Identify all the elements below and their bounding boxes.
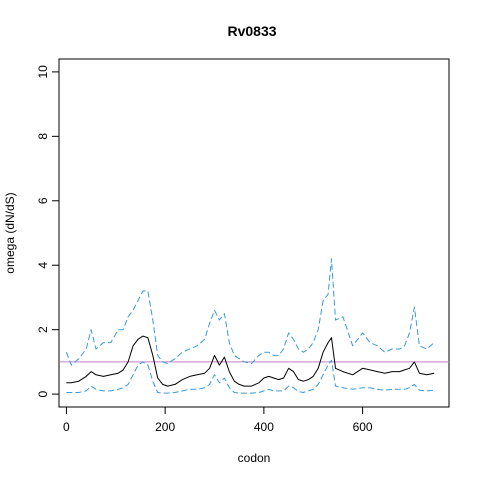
y-tick-label: 4 [36,262,50,269]
y-axis: 0 2 4 6 8 10 [36,65,60,397]
y-tick-label: 8 [36,133,50,140]
x-axis: 0 200 400 600 [63,406,373,434]
series-line-mean [66,335,435,387]
series-layer [59,258,449,394]
x-tick-label: 200 [155,420,175,434]
y-tick-label: 10 [36,65,50,79]
x-tick-label: 600 [353,420,373,434]
y-tick-label: 0 [36,390,50,397]
x-tick-label: 0 [63,420,70,434]
y-axis-label: omega (dN/dS) [3,192,17,273]
chart-title: Rv0833 [227,23,276,39]
x-axis-label: codon [238,451,271,465]
x-tick-label: 400 [254,420,274,434]
y-tick-label: 6 [36,197,50,204]
y-tick-label: 2 [36,326,50,333]
series-line-lower-ci [66,359,435,394]
plot-frame [58,58,450,408]
series-line-upper-ci [65,258,435,366]
